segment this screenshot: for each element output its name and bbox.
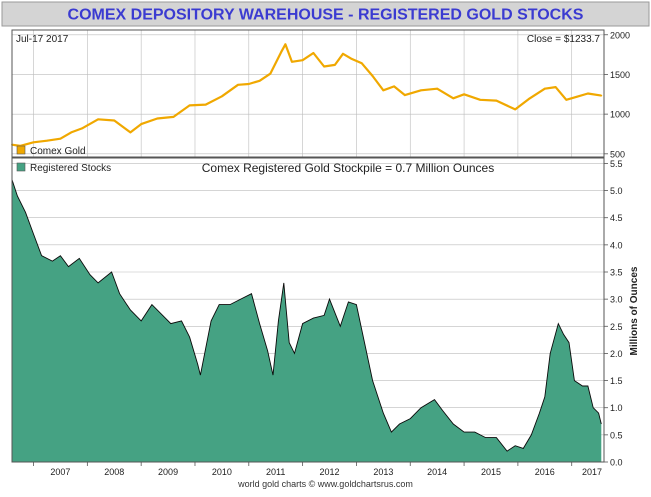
gold-price-point (258, 79, 261, 82)
gold-price-point (237, 83, 239, 86)
gold-price-point (554, 86, 557, 88)
gold-price-point (479, 98, 482, 101)
title-bar (1, 1, 650, 27)
gold-price-point (172, 116, 175, 118)
gold-y-tick-label: 1000 (610, 110, 630, 120)
gold-price-point (452, 97, 455, 100)
gold-price-point (543, 87, 546, 90)
gold-price-point (301, 59, 304, 62)
gold-price-point (129, 131, 132, 134)
x-tick-label: 2015 (481, 467, 501, 477)
registered-stocks-area (12, 179, 602, 462)
gold-price-point (280, 51, 282, 54)
stocks-y-tick-label: 2.0 (610, 349, 623, 359)
gold-price-point (204, 103, 207, 106)
gold-price-point (113, 119, 116, 122)
gold-price-point (436, 87, 439, 90)
gold-price-point (404, 94, 406, 96)
x-tick-label: 2016 (535, 467, 555, 477)
stocks-y-tick-label: 4.0 (610, 240, 623, 250)
gold-price-point (312, 52, 315, 54)
gold-price-point (46, 139, 48, 142)
gold-y-tick-label: 1500 (610, 70, 630, 80)
date-label: Jul-17 2017 (16, 34, 69, 45)
y-axis-label: Millions of Ounces (629, 266, 640, 355)
stocks-y-tick-label: 5.5 (610, 159, 623, 169)
stocks-y-tick-label: 1.5 (610, 376, 623, 386)
gold-price-point (59, 137, 62, 140)
gold-y-tick-label: 500 (610, 149, 625, 159)
x-tick-label: 2014 (427, 467, 447, 477)
gold-price-point (81, 127, 83, 130)
gold-price-point (587, 92, 589, 95)
gold-price-point (600, 94, 603, 97)
x-tick-label: 2010 (212, 467, 232, 477)
stocks-y-tick-label: 0.5 (610, 430, 623, 440)
gold-panel-background (12, 30, 604, 157)
legend-swatch-comex-gold (16, 145, 26, 155)
stocks-y-tick-label: 3.5 (610, 268, 623, 278)
x-tick-label: 2017 (582, 467, 602, 477)
gold-price-point (382, 89, 385, 92)
stocks-y-tick-label: 5.0 (610, 186, 623, 196)
gold-price-point (514, 108, 517, 111)
gold-price-point (156, 117, 159, 120)
gold-price-point (188, 104, 191, 107)
gold-price-point (350, 57, 352, 60)
stocks-y-tick-label: 0.0 (610, 458, 623, 468)
close-label: Close = $1233.7 (527, 34, 601, 45)
x-tick-label: 2009 (158, 467, 178, 477)
chart-title: COMEX DEPOSITORY WAREHOUSE - REGISTERED … (68, 7, 584, 24)
x-axis: 2007 2008 2009 2010 2011 2012 2013 2014 2015 2016… (33, 462, 602, 477)
stocks-panel-border (11, 157, 605, 463)
gold-panel-y-axis: 500 1000 1500 2000 (604, 30, 630, 159)
stockpile-annotation: Comex Registered Gold Stockpile = 0.7 Mi… (202, 161, 494, 175)
gold-price-point (393, 85, 395, 88)
gold-price-series (11, 43, 603, 147)
gold-price-point (527, 98, 530, 100)
legend-label-comex-gold: Comex Gold (30, 146, 86, 157)
x-tick-label: 2008 (104, 467, 124, 477)
x-tick-label: 2011 (266, 467, 285, 477)
footer-credit: world gold charts © www.goldchartsrus.co… (237, 479, 413, 489)
gold-price-point (284, 43, 287, 46)
gold-price-point (463, 93, 465, 96)
legend-swatch-registered-stocks (16, 162, 26, 172)
gold-price-point (360, 62, 363, 65)
gold-price-point (495, 99, 498, 102)
stocks-y-tick-label: 4.5 (610, 213, 623, 223)
gold-price-point (269, 72, 272, 75)
stocks-panel-y-axis: 0.0 0.5 1.0 1.5 2.0 2.5 3.0 3.5 4.0 4.5 5.0 5.5 (604, 159, 623, 468)
stocks-y-tick-label: 2.5 (610, 322, 623, 332)
gold-price-line (11, 43, 602, 147)
gold-price-point (371, 75, 374, 77)
gold-price-point (97, 118, 99, 121)
registered-stocks-series (11, 179, 602, 462)
gold-price-point (247, 83, 250, 85)
legend-label-registered-stocks: Registered Stocks (30, 163, 111, 174)
gold-panel-border (11, 29, 605, 158)
gold-price-point (32, 141, 35, 144)
registered-stocks-edge (11, 179, 602, 452)
x-tick-label: 2007 (50, 467, 70, 477)
stocks-y-tick-label: 1.0 (610, 403, 623, 413)
gold-price-point (323, 65, 325, 68)
stocks-y-tick-label: 3.0 (610, 295, 623, 305)
gold-y-tick-label: 2000 (610, 30, 630, 40)
gold-price-point (576, 95, 578, 98)
gold-price-point (291, 60, 293, 63)
gold-price-point (334, 64, 336, 66)
gold-price-point (565, 98, 568, 101)
gold-price-point (221, 95, 223, 98)
gold-price-point (342, 52, 344, 55)
gold-price-point (420, 89, 422, 92)
gold-price-point (140, 123, 143, 125)
gold-price-point (70, 131, 73, 134)
x-tick-label: 2012 (320, 467, 340, 477)
x-tick-label: 2013 (373, 467, 393, 477)
